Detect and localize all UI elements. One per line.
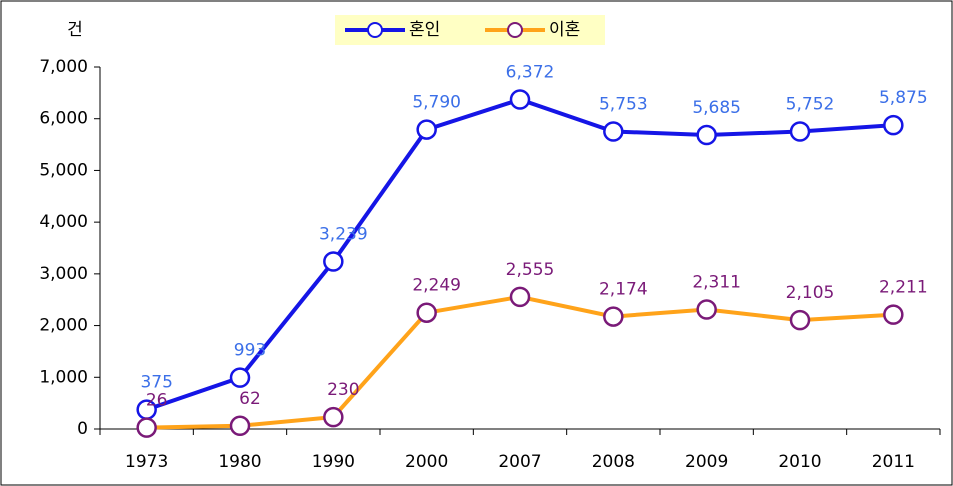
x-tick-label: 1973 [125, 452, 168, 472]
data-label: 5,875 [879, 88, 928, 108]
data-label: 2,211 [879, 278, 928, 298]
data-label: 2,249 [412, 276, 461, 296]
data-label: 2,311 [692, 272, 741, 292]
x-tick-label: 2011 [872, 452, 915, 472]
x-tick-label: 1990 [312, 452, 355, 472]
data-point [789, 121, 811, 142]
data-point [229, 415, 251, 437]
data-point [696, 124, 717, 146]
data-label: 5,685 [692, 98, 741, 118]
data-point [323, 406, 344, 428]
legend-label: 혼인 [409, 20, 440, 40]
x-tick-label: 2007 [498, 452, 541, 472]
data-point [229, 367, 251, 388]
data-label: 2,555 [506, 260, 555, 280]
data-label: 26 [146, 391, 168, 411]
data-point [789, 309, 811, 331]
data-label: 5,790 [412, 93, 461, 113]
y-tick-label: 3,000 [39, 264, 88, 284]
data-label: 6,372 [506, 62, 555, 82]
x-tick-label: 2000 [405, 452, 448, 472]
legend-marker [367, 22, 383, 38]
data-label: 375 [140, 373, 172, 393]
x-tick-label: 2009 [685, 452, 728, 472]
data-label: 2,105 [786, 283, 835, 303]
data-point [696, 299, 717, 320]
y-tick-label: 0 [77, 419, 88, 439]
data-label: 5,752 [786, 95, 835, 115]
data-label: 993 [234, 341, 266, 361]
data-point [509, 89, 531, 110]
legend-label: 이혼 [549, 20, 580, 40]
data-point [509, 286, 531, 308]
y-unit-label: 건 [67, 20, 83, 40]
data-point [883, 304, 904, 325]
data-point [136, 417, 157, 438]
data-point [603, 121, 624, 142]
y-tick-label: 6,000 [39, 109, 88, 129]
x-tick-label: 2008 [592, 452, 635, 472]
data-label: 62 [239, 389, 261, 409]
y-tick-label: 1,000 [39, 367, 88, 387]
data-label: 3,239 [319, 224, 368, 244]
y-tick-label: 5,000 [39, 160, 88, 180]
data-point [323, 251, 344, 272]
data-point [416, 302, 437, 323]
data-point [603, 306, 624, 327]
x-tick-label: 2010 [778, 452, 821, 472]
data-point [416, 119, 437, 140]
y-tick-label: 7,000 [39, 57, 88, 77]
y-tick-label: 4,000 [39, 212, 88, 232]
x-tick-label: 1980 [218, 452, 261, 472]
legend-marker [507, 22, 523, 38]
data-label: 230 [327, 380, 359, 400]
y-tick-label: 2,000 [39, 316, 88, 336]
data-label: 5,753 [599, 94, 648, 114]
data-point [883, 114, 904, 136]
data-label: 2,174 [599, 280, 648, 300]
